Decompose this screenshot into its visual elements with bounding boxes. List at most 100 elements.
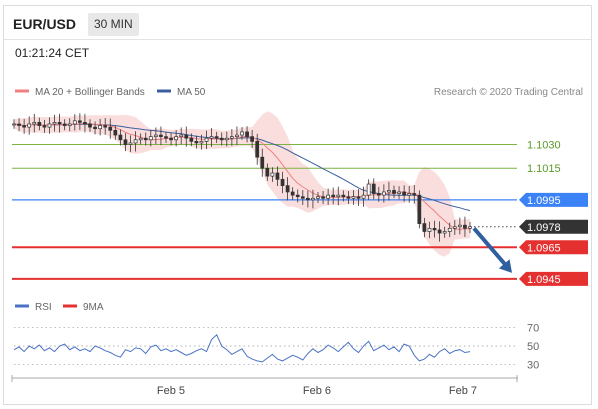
candle-body — [179, 134, 184, 137]
candle — [113, 125, 118, 140]
candle-body — [392, 190, 396, 194]
candle — [32, 113, 37, 133]
candle — [402, 185, 407, 202]
candle — [235, 126, 239, 146]
candle — [67, 118, 72, 132]
candle-body — [118, 134, 123, 141]
candle-body — [153, 134, 158, 137]
arrow-head — [498, 259, 512, 273]
candle — [351, 190, 356, 205]
candle-body — [224, 137, 229, 141]
candle — [245, 126, 249, 143]
candle-body — [184, 134, 189, 139]
candle-body — [402, 191, 407, 196]
candle — [427, 221, 432, 239]
candle-body — [72, 120, 77, 125]
candle-body — [387, 190, 391, 193]
candle — [371, 178, 376, 200]
candle-body — [204, 137, 209, 142]
candle-body — [311, 197, 315, 201]
arrow-shaft — [472, 227, 511, 271]
candle — [381, 184, 386, 203]
candle — [133, 131, 138, 152]
level-tag — [519, 271, 588, 286]
candle — [138, 133, 143, 145]
candle-body — [305, 197, 310, 201]
candle-body — [219, 137, 224, 141]
candle — [224, 131, 229, 147]
candle — [108, 118, 113, 139]
level-label: 1.0965 — [527, 242, 561, 254]
candle — [422, 217, 427, 238]
candle-body — [235, 134, 239, 137]
candle — [468, 222, 472, 234]
candle — [27, 116, 32, 135]
candle-body — [290, 191, 295, 196]
candle — [280, 171, 285, 194]
rsi9ma-legend-label: 9MA — [83, 302, 104, 313]
candle — [397, 186, 401, 200]
candle-body — [321, 196, 325, 199]
candle — [285, 177, 290, 201]
candle-body — [316, 196, 320, 199]
candle-body — [255, 141, 260, 158]
candle-body — [356, 196, 361, 199]
bollinger-bands — [14, 111, 470, 257]
candle-body — [52, 122, 57, 125]
candle-body — [133, 139, 138, 144]
candle — [153, 127, 158, 145]
candle — [316, 191, 320, 204]
candle — [37, 117, 42, 131]
candle-body — [285, 185, 290, 193]
instrument-label: EUR/USD — [13, 16, 77, 32]
level-label: 1.0995 — [527, 195, 561, 207]
x-tick-label: Feb 7 — [449, 385, 477, 397]
candle-body — [351, 196, 356, 199]
candle-body — [457, 224, 462, 228]
candle — [295, 189, 300, 203]
candle — [437, 221, 442, 242]
candle-body — [209, 136, 214, 139]
candle — [103, 117, 108, 135]
candle-body — [47, 123, 52, 128]
candle-body — [123, 139, 128, 145]
candle — [159, 126, 163, 146]
candle — [452, 220, 457, 235]
candle — [199, 134, 204, 150]
candle-body — [194, 141, 199, 144]
candle-body — [37, 122, 42, 126]
x-axis: Feb 5 Feb 6 Feb 7 — [11, 375, 518, 397]
candle — [88, 119, 92, 132]
level-label: 1.0978 — [527, 222, 561, 234]
candles — [12, 113, 472, 242]
candle — [250, 129, 255, 149]
level-label: 1.0945 — [527, 274, 561, 286]
candle — [98, 118, 103, 136]
candle-body — [280, 178, 285, 186]
candle-body — [452, 226, 457, 229]
candle-body — [42, 125, 47, 128]
candle — [52, 114, 57, 132]
candle — [164, 131, 168, 143]
ma20-legend-swatch — [15, 89, 29, 93]
candle-body — [326, 194, 331, 199]
timeframe-badge[interactable]: 30 MIN — [88, 13, 139, 36]
candle-body — [32, 122, 37, 125]
candle — [194, 135, 199, 149]
candle — [432, 220, 437, 238]
candle — [341, 190, 346, 202]
candle-body — [432, 227, 437, 231]
candle — [417, 190, 422, 229]
candle — [184, 126, 189, 147]
candle — [77, 113, 82, 130]
candle-body — [88, 123, 92, 128]
candle — [305, 190, 310, 208]
candle — [209, 128, 214, 147]
candle-body — [427, 227, 432, 232]
candle — [407, 185, 412, 203]
candle-body — [189, 137, 194, 142]
header-bar: EUR/USD 30 MIN — [4, 6, 591, 40]
candle-body — [270, 172, 275, 177]
research-credit: Research © 2020 Trading Central — [434, 87, 583, 98]
